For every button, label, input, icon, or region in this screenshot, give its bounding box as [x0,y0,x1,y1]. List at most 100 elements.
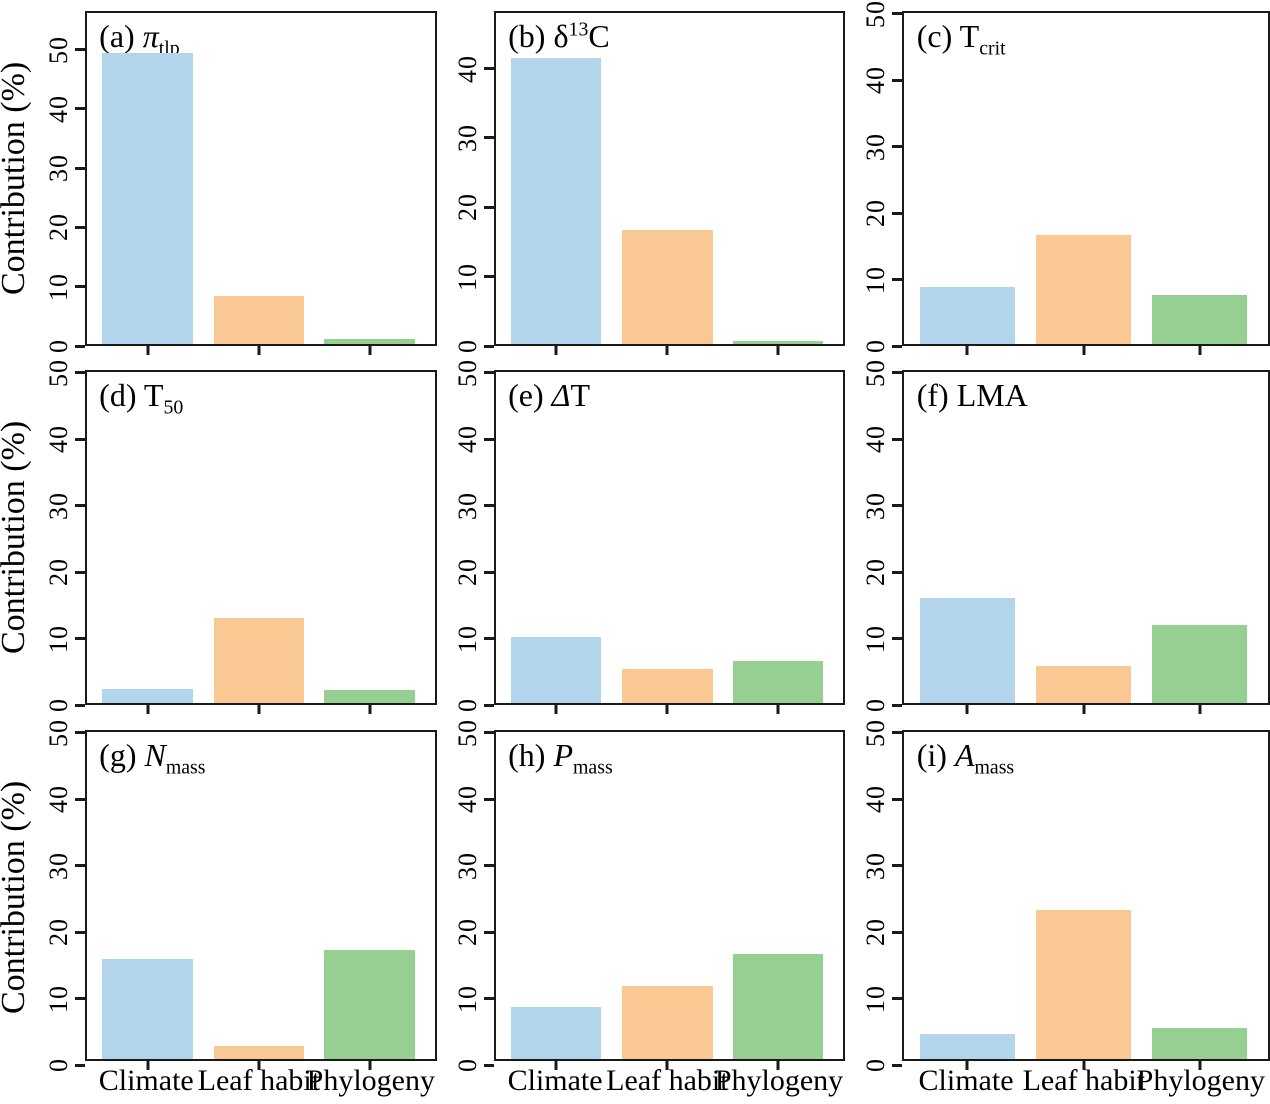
panel-title-segment: tlp [158,37,180,60]
bar-climate [511,637,602,703]
plot-wrap: (h) Pmass Climate Leaf habit Phylogeny [494,730,845,1104]
x-axis-labels: Climate Leaf habit Phylogeny [85,1061,437,1104]
y-tick-mark [75,285,85,289]
y-axis: 0 10 20 30 40 50 [845,0,902,353]
y-tick-mark [892,930,902,934]
y-tick-label: 0 [860,698,890,712]
x-tick-mark [146,1060,150,1070]
bar-leaf-habit [213,617,305,703]
y-tick-label: 50 [860,0,890,28]
y-tick-label: 10 [43,624,73,653]
panel-title-segment: Δ [551,377,571,413]
bar-leaf-habit [1036,909,1132,1059]
x-tick-mark [965,346,969,355]
panel-title-segment: (f) LMA [916,377,1028,413]
x-tick-mark [776,346,780,355]
y-tick-mark [484,797,494,801]
x-axis-labels: Climate Leaf habit Phylogeny [902,1061,1270,1104]
y-tick-mark [484,136,494,140]
x-category-label-phylogeny: Phylogeny [714,1063,844,1097]
y-tick-label: 40 [43,785,73,814]
y-tick-label: 20 [452,193,482,222]
bar-phylogeny [732,341,823,344]
y-axis: 0 10 20 30 40 50 [28,11,85,353]
plot-area-a: (a) πtlp [85,11,437,355]
y-tick-mark [75,225,85,229]
panel-d: Contribution (%) 0 10 20 30 40 50 (d) T50 [0,358,437,716]
panel-title-segment: T [570,377,590,413]
y-tick-mark [75,570,85,574]
y-tick-mark [484,504,494,508]
plot-area-e: (e) ΔT [494,370,845,714]
bar-leaf-habit [1036,234,1132,344]
bar-phylogeny [324,949,415,1059]
y-tick-mark [892,78,902,82]
y-tick-label: 10 [452,624,482,653]
panel-title: (e) ΔT [508,377,590,414]
y-tick-label: 0 [43,698,73,712]
panel-title: (g) Nmass [99,737,205,777]
y-axis: 0 10 20 30 40 50 [28,359,85,712]
y-axis: 0 10 20 30 40 50 [845,719,902,1072]
panel-title: (a) πtlp [99,18,179,58]
y-tick-mark [484,930,494,934]
y-tick-label: 20 [860,199,890,228]
plot-wrap: (b) δ13C [494,11,845,358]
y-tick-label: 20 [860,558,890,587]
y-tick-mark [892,211,902,215]
panel-title-segment: N [144,737,166,773]
y-tick-mark [484,371,494,375]
y-tick-mark [892,797,902,801]
y-tick-label: 20 [43,213,73,242]
y-tick-label: 0 [43,339,73,353]
plot-area-g: (g) Nmass [85,730,437,1070]
y-tick-mark [75,864,85,868]
y-tick-mark [892,703,902,707]
y-tick-mark [75,504,85,508]
x-category-label-leaf-habit: Leaf habit [606,1063,729,1097]
y-tick-mark [75,48,85,52]
panel-title-segment: crit [979,37,1006,60]
panel-title-segment: mass [573,756,613,779]
y-tick-label: 30 [43,851,73,880]
panel-title-segment: mass [165,756,206,779]
panel-c: 0 10 20 30 40 50 (c) Tcrit [845,0,1270,358]
x-tick-mark [965,705,969,714]
bar-leaf-habit [213,295,305,344]
x-category-label-leaf-habit: Leaf habit [197,1063,321,1097]
y-tick-mark [892,437,902,441]
y-tick-mark [892,278,902,282]
y-axis: 0 10 20 30 40 50 [845,359,902,712]
bar-climate [511,58,602,344]
x-category-label-climate: Climate [98,1063,194,1097]
y-tick-label: 0 [452,1058,482,1072]
panel-title-segment: (h) [508,737,554,773]
y-tick-label: 0 [860,1058,890,1072]
y-tick-mark [892,145,902,149]
y-tick-label: 20 [452,918,482,947]
panel-title-segment: 13 [568,18,589,41]
bar-phylogeny [1152,624,1247,703]
y-tick-mark [75,997,85,1001]
plot-area-b: (b) δ13C [494,11,845,355]
bar-leaf-habit [622,230,713,344]
plot-area-h: (h) Pmass [494,730,845,1070]
plot-area-i: (i) Amass [902,730,1270,1070]
panel-f: 0 10 20 30 40 50 (f) LMA [845,358,1270,716]
bar-climate [920,286,1015,344]
y-tick-label: 30 [860,851,890,880]
y-tick-mark [75,166,85,170]
x-tick-mark [665,705,669,714]
y-tick-mark [75,930,85,934]
y-tick-mark [892,371,902,375]
y-tick-mark [484,344,494,348]
x-tick-mark [368,1060,372,1070]
y-tick-mark [75,437,85,441]
panel-i: 0 10 20 30 40 50 (i) Amass Climate Leaf habit Phy… [845,716,1270,1104]
panel-title: (b) δ13C [508,18,610,55]
plot-wrap: (a) πtlp [85,11,437,358]
y-tick-mark [484,864,494,868]
x-tick-mark [1198,346,1202,355]
y-tick-label: 50 [452,358,482,387]
